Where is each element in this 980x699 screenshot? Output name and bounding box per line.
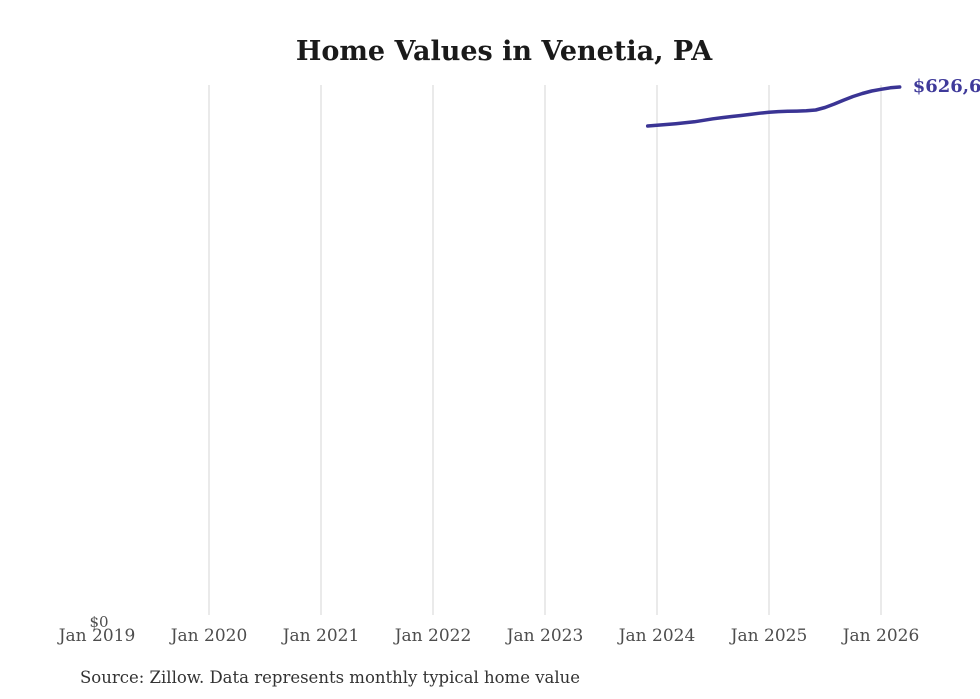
gridlines-group <box>208 85 882 615</box>
x-tick-label: Jan 2023 <box>505 626 584 646</box>
chart-title: Home Values in Venetia, PA <box>296 36 713 67</box>
source-note: Source: Zillow. Data represents monthly … <box>80 668 580 687</box>
home-value-line <box>645 85 902 128</box>
x-tick-label: Jan 2025 <box>729 626 808 646</box>
x-tick-label: Jan 2024 <box>617 626 696 646</box>
x-tick-label: Jan 2021 <box>281 626 360 646</box>
x-tick-label: Jan 2019 <box>57 626 136 646</box>
x-tick-label: Jan 2020 <box>169 626 248 646</box>
x-tick-label: Jan 2026 <box>841 626 920 646</box>
end-value-label: $626,622 <box>913 76 980 97</box>
x-tick-label: Jan 2022 <box>393 626 472 646</box>
x-axis-tick-labels: Jan 2019 Jan 2020 Jan 2021 Jan 2022 Jan 2023… <box>57 626 920 646</box>
y-axis-zero-label: $0 <box>89 613 108 631</box>
